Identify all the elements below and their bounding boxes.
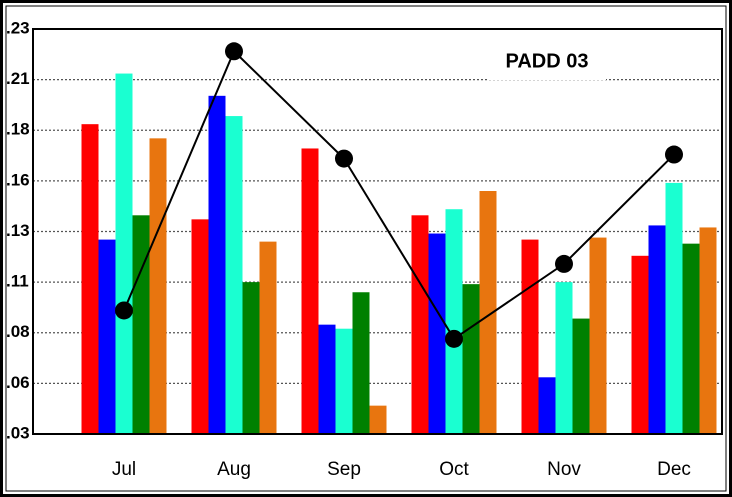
- point: [335, 149, 353, 168]
- bar: [81, 124, 99, 435]
- plot-frame: [32, 28, 723, 435]
- x-tick-label: Sep: [327, 459, 361, 480]
- point: [225, 42, 243, 61]
- bar: [572, 318, 590, 434]
- bar: [352, 292, 370, 434]
- y-tick-label: .11: [6, 272, 29, 291]
- y-tick-label: .18: [6, 120, 30, 139]
- bar: [428, 233, 446, 434]
- x-tick-label: Oct: [439, 459, 469, 480]
- bar: [538, 377, 556, 434]
- bar: [631, 255, 649, 434]
- bar: [369, 405, 387, 434]
- bar: [699, 227, 717, 434]
- y-tick-label: .21: [6, 69, 30, 88]
- bar: [301, 148, 319, 434]
- bar: [208, 95, 226, 434]
- bar: [259, 241, 277, 434]
- bar: [521, 239, 539, 434]
- point: [555, 254, 573, 273]
- bar: [115, 73, 133, 435]
- x-tick-label: Nov: [547, 459, 581, 480]
- bar: [445, 209, 463, 434]
- bar: [335, 328, 353, 434]
- point: [665, 145, 683, 164]
- annotation-box: [488, 44, 606, 80]
- x-tick-label: Aug: [217, 459, 251, 480]
- inner-frame: [5, 5, 727, 492]
- bar: [149, 138, 167, 434]
- bar: [98, 239, 116, 434]
- point: [115, 301, 133, 320]
- bar: [479, 191, 497, 434]
- bar: [682, 243, 700, 434]
- point: [445, 329, 463, 348]
- y-tick-label: .03: [6, 423, 30, 442]
- bar: [191, 219, 209, 434]
- bar: [555, 282, 573, 434]
- bar: [411, 215, 429, 434]
- y-tick-label: .08: [6, 322, 30, 341]
- line: [123, 49, 675, 341]
- y-tick-label: .23: [6, 18, 30, 37]
- bar: [462, 284, 480, 434]
- y-tick-label: .13: [6, 221, 30, 240]
- bar: [665, 182, 683, 434]
- bar: [318, 324, 336, 434]
- y-tick-label: .16: [6, 170, 30, 189]
- x-tick-label: Jul: [112, 459, 136, 480]
- x-tick-label: Dec: [657, 459, 691, 480]
- bar: [648, 225, 666, 434]
- bar: [132, 215, 150, 434]
- bar: [242, 282, 260, 434]
- plot: .03 .06 .08 .11 .13 .16 .18 .21 .23 Jul Aug Sep Oct N…: [6, 18, 723, 480]
- bar: [225, 116, 243, 434]
- annotation: PADD 03: [506, 50, 589, 72]
- y-tick-label: .06: [6, 373, 30, 392]
- bar: [589, 237, 607, 434]
